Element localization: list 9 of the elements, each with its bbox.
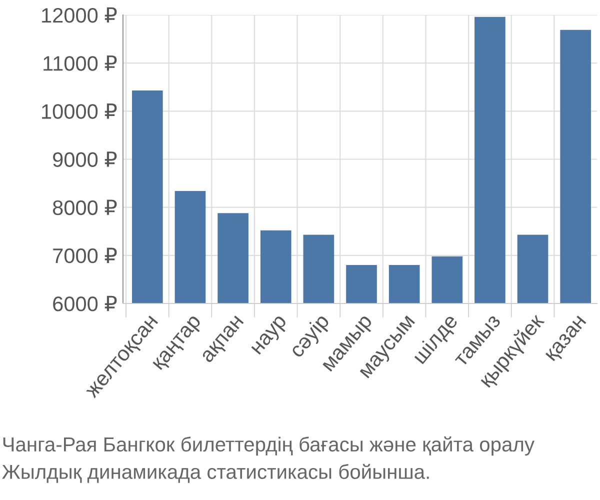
y-tick-label: 7000 ₽ xyxy=(53,248,117,264)
text: Жылдық динамикада статистикасы бойынша. xyxy=(2,464,429,483)
y-tick-label: 10000 ₽ xyxy=(42,104,117,119)
y-tick-label: 8000 ₽ xyxy=(52,200,117,216)
y-tick-label: 12000 ₽ xyxy=(42,7,117,23)
y-tick-label: 6000 ₽ xyxy=(53,296,117,312)
y-tick-label: 9000 ₽ xyxy=(53,152,117,168)
y-tick-label: 11000 ₽ xyxy=(44,55,117,71)
text: Чанга-Рая Бангкок билеттердің бағасы және қайта оралу xyxy=(3,436,534,456)
